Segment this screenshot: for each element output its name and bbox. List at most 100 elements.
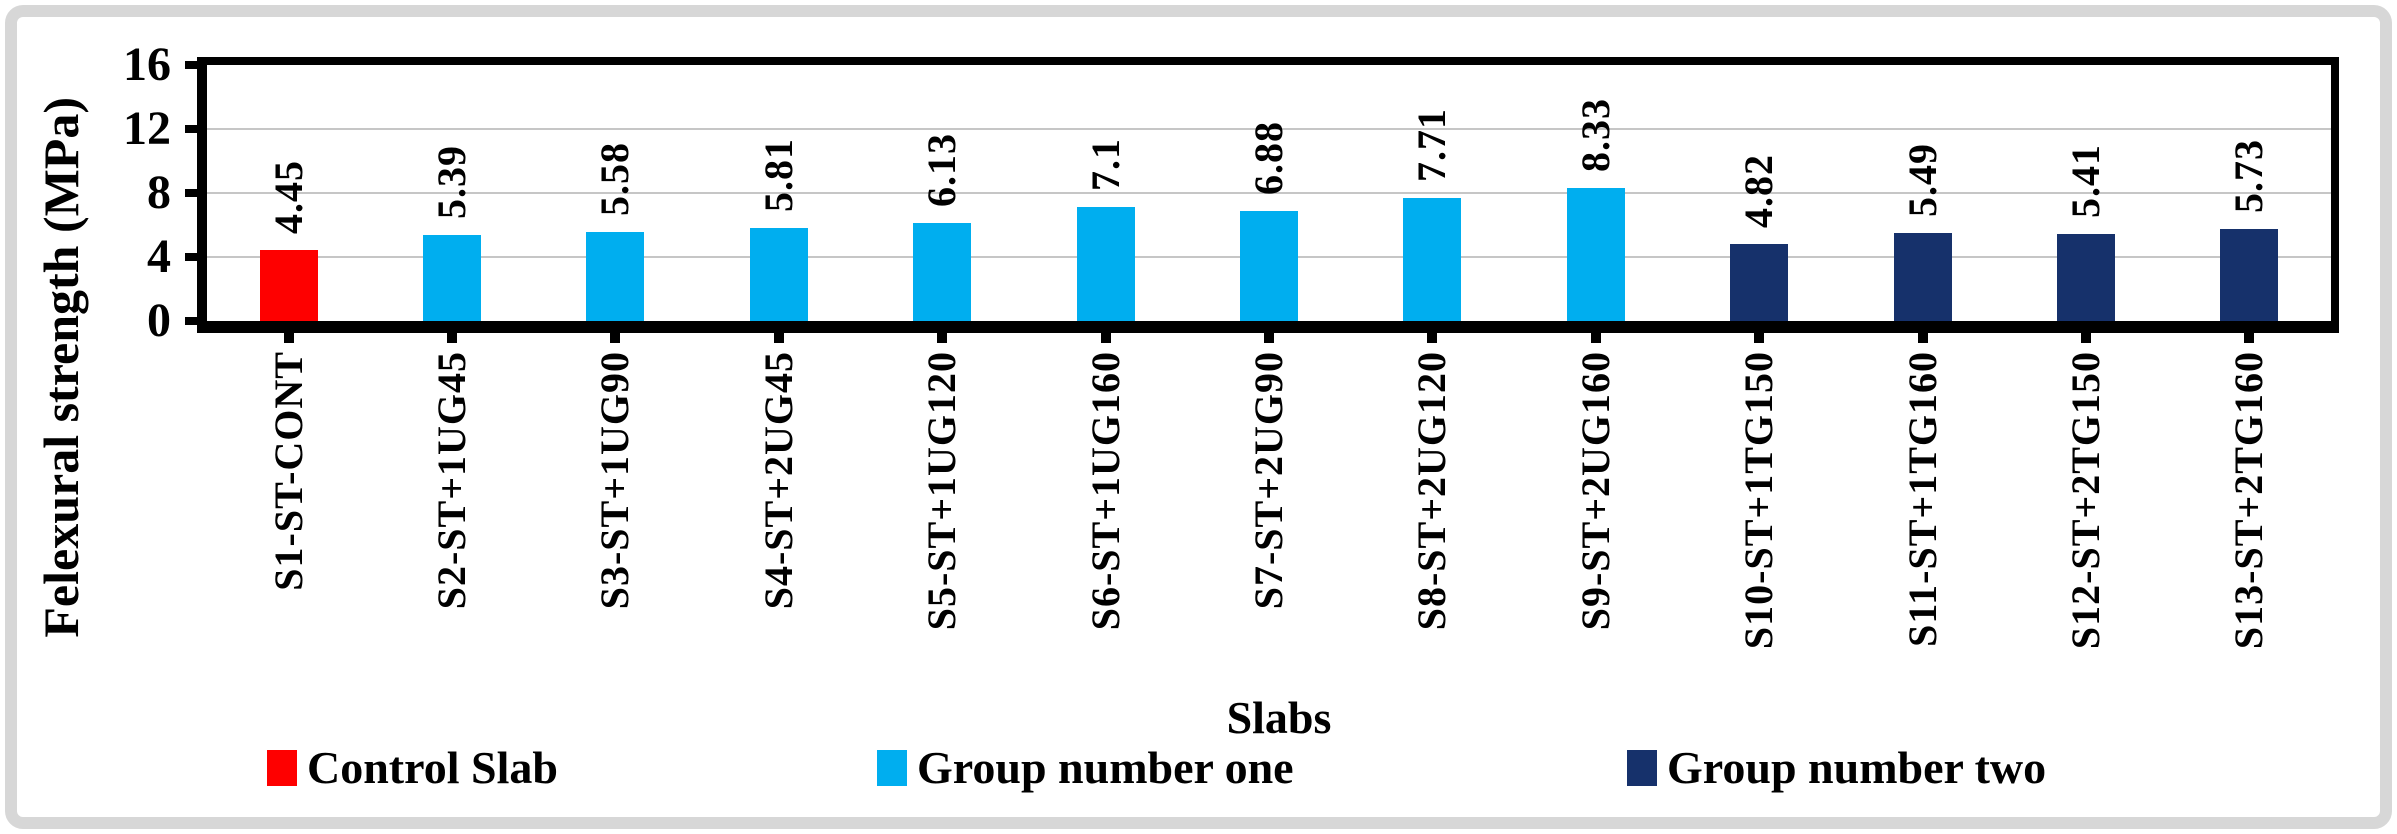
legend-swatch-group-two: [1627, 750, 1657, 786]
value-label-S11-ST+1TG160: 5.49: [1899, 143, 1945, 217]
value-label-wrap-S12-ST+2TG150: 5.41: [2004, 144, 2167, 218]
xlabel-wrap-S7-ST+2UG90: S7-ST+2UG90: [1187, 351, 1350, 609]
xtick-label-S6-ST+1UG160: S6-ST+1UG160: [1082, 351, 1128, 631]
plot-area: 4.45 5.39 5.58 5.81 6.13 7.1 6.88 7.71 8.33 4.82 5…: [197, 57, 2339, 333]
xtick-mark-S12-ST+2TG150: [2080, 325, 2091, 343]
value-label-wrap-S9-ST+2UG160: 8.33: [1514, 98, 1677, 172]
value-label-wrap-S7-ST+2UG90: 6.88: [1187, 121, 1350, 195]
xtick-mark-S1-ST-CONT: [283, 325, 294, 343]
legend-swatch-group-one: [877, 750, 907, 786]
bar-S4-ST+2UG45: [749, 228, 808, 321]
ytick-mark-4: [185, 253, 201, 261]
legend-item-group-one: Group number one: [877, 745, 1294, 791]
xtick-mark-S13-ST+2TG160: [2244, 325, 2255, 343]
bar-S3-ST+1UG90: [586, 232, 645, 321]
xlabel-wrap-S6-ST+1UG160: S6-ST+1UG160: [1024, 351, 1187, 630]
xtick-mark-S2-ST+1UG45: [447, 325, 458, 343]
xtick-mark-S5-ST+1UG120: [937, 325, 948, 343]
value-label-wrap-S2-ST+1UG45: 5.39: [370, 145, 533, 219]
xtick-mark-S6-ST+1UG160: [1100, 325, 1111, 343]
value-label-S2-ST+1UG45: 5.39: [429, 145, 475, 219]
legend-item-control-slab: Control Slab: [267, 745, 558, 791]
xtick-mark-S10-ST+1TG150: [1754, 325, 1765, 343]
legend-label-group-one: Group number one: [917, 742, 1294, 793]
xlabel-wrap-S4-ST+2UG45: S4-ST+2UG45: [697, 351, 860, 609]
xlabel-wrap-S13-ST+2TG160: S13-ST+2TG160: [2168, 351, 2331, 649]
xtick-mark-S9-ST+2UG160: [1590, 325, 1601, 343]
legend-item-group-two: Group number two: [1627, 745, 2046, 791]
xlabel-wrap-S8-ST+2UG120: S8-ST+2UG120: [1351, 351, 1514, 630]
value-label-S13-ST+2TG160: 5.73: [2226, 139, 2272, 213]
value-label-wrap-S13-ST+2TG160: 5.73: [2168, 139, 2331, 213]
legend-label-group-two: Group number two: [1667, 742, 2047, 793]
ytick-mark-16: [185, 61, 201, 69]
value-label-wrap-S1-ST-CONT: 4.45: [207, 160, 370, 234]
value-label-S1-ST-CONT: 4.45: [265, 160, 311, 234]
legend-swatch-control-slab: [267, 750, 297, 786]
value-label-S5-ST+1UG120: 6.13: [919, 133, 965, 207]
value-label-wrap-S4-ST+2UG45: 5.81: [697, 138, 860, 212]
value-label-wrap-S6-ST+1UG160: 7.1: [1024, 138, 1187, 191]
value-label-S4-ST+2UG45: 5.81: [755, 138, 801, 212]
stage: Felexural strength (MPa) 4.45 5.39 5.58 5.8…: [17, 17, 2380, 817]
xtick-mark-S8-ST+2UG120: [1427, 325, 1438, 343]
bar-S11-ST+1TG160: [1893, 233, 1952, 321]
xlabel-wrap-S11-ST+1TG160: S11-ST+1TG160: [1841, 351, 2004, 647]
xlabel-wrap-S5-ST+1UG120: S5-ST+1UG120: [861, 351, 1024, 630]
xlabel-wrap-S10-ST+1TG150: S10-ST+1TG150: [1677, 351, 1840, 649]
xlabel-wrap-S12-ST+2TG150: S12-ST+2TG150: [2004, 351, 2167, 649]
xtick-mark-S4-ST+2UG45: [773, 325, 784, 343]
bar-S1-ST-CONT: [259, 250, 318, 321]
value-label-wrap-S3-ST+1UG90: 5.58: [534, 142, 697, 216]
xtick-label-S7-ST+2UG90: S7-ST+2UG90: [1245, 351, 1291, 610]
xtick-label-S5-ST+1UG120: S5-ST+1UG120: [919, 351, 965, 631]
value-label-wrap-S11-ST+1TG160: 5.49: [1841, 143, 2004, 217]
value-label-S7-ST+2UG90: 6.88: [1245, 121, 1291, 195]
ytick-mark-0: [185, 317, 201, 325]
xtick-label-S8-ST+2UG120: S8-ST+2UG120: [1409, 351, 1455, 631]
value-label-S3-ST+1UG90: 5.58: [592, 142, 638, 216]
bar-S6-ST+1UG160: [1076, 207, 1135, 321]
figure-frame: Felexural strength (MPa) 4.45 5.39 5.58 5.8…: [5, 5, 2392, 829]
value-label-S6-ST+1UG160: 7.1: [1082, 138, 1128, 191]
xtick-mark-S3-ST+1UG90: [610, 325, 621, 343]
bar-S5-ST+1UG120: [913, 223, 972, 321]
bar-S7-ST+2UG90: [1240, 211, 1298, 321]
bar-S10-ST+1TG150: [1730, 244, 1789, 321]
xtick-mark-S11-ST+1TG160: [1917, 325, 1928, 343]
xtick-label-S3-ST+1UG90: S3-ST+1UG90: [592, 351, 638, 610]
xlabel-wrap-S9-ST+2UG160: S9-ST+2UG160: [1514, 351, 1677, 630]
xtick-mark-S7-ST+2UG90: [1264, 325, 1274, 343]
value-label-S9-ST+2UG160: 8.33: [1572, 98, 1618, 172]
value-label-S10-ST+1TG150: 4.82: [1736, 154, 1782, 228]
xtick-label-S2-ST+1UG45: S2-ST+1UG45: [429, 351, 475, 610]
xtick-label-S1-ST-CONT: S1-ST-CONT: [265, 351, 311, 591]
ytick-label-16: 16: [123, 38, 171, 91]
value-label-S8-ST+2UG120: 7.71: [1409, 108, 1455, 182]
xtick-label-S13-ST+2TG160: S13-ST+2TG160: [2226, 351, 2272, 650]
xtick-label-S9-ST+2UG160: S9-ST+2UG160: [1572, 351, 1618, 631]
x-axis-title: Slabs: [1226, 692, 1332, 743]
bar-S9-ST+2UG160: [1566, 188, 1625, 321]
xtick-label-S11-ST+1TG160: S11-ST+1TG160: [1899, 351, 1945, 647]
gridline-y8: [207, 192, 2331, 194]
ytick-label-0: 0: [147, 294, 171, 347]
xlabel-wrap-S3-ST+1UG90: S3-ST+1UG90: [534, 351, 697, 609]
ytick-label-4: 4: [147, 230, 171, 283]
bar-S2-ST+1UG45: [423, 235, 482, 321]
ytick-mark-8: [185, 189, 201, 197]
xtick-label-S10-ST+1TG150: S10-ST+1TG150: [1736, 351, 1782, 650]
gridline-y12: [207, 128, 2331, 130]
xlabel-wrap-S1-ST-CONT: S1-ST-CONT: [207, 351, 370, 591]
xlabel-wrap-S2-ST+1UG45: S2-ST+1UG45: [370, 351, 533, 609]
bar-S13-ST+2TG160: [2220, 229, 2279, 321]
legend-label-control-slab: Control Slab: [307, 742, 558, 793]
value-label-wrap-S10-ST+1TG150: 4.82: [1677, 154, 1840, 228]
bar-S12-ST+2TG150: [2056, 234, 2115, 321]
bar-S8-ST+2UG120: [1403, 198, 1462, 321]
xtick-label-S12-ST+2TG150: S12-ST+2TG150: [2062, 351, 2108, 650]
ytick-label-8: 8: [147, 166, 171, 219]
xtick-label-S4-ST+2UG45: S4-ST+2UG45: [755, 351, 801, 610]
ytick-label-12: 12: [123, 102, 171, 155]
ytick-mark-12: [185, 125, 201, 133]
